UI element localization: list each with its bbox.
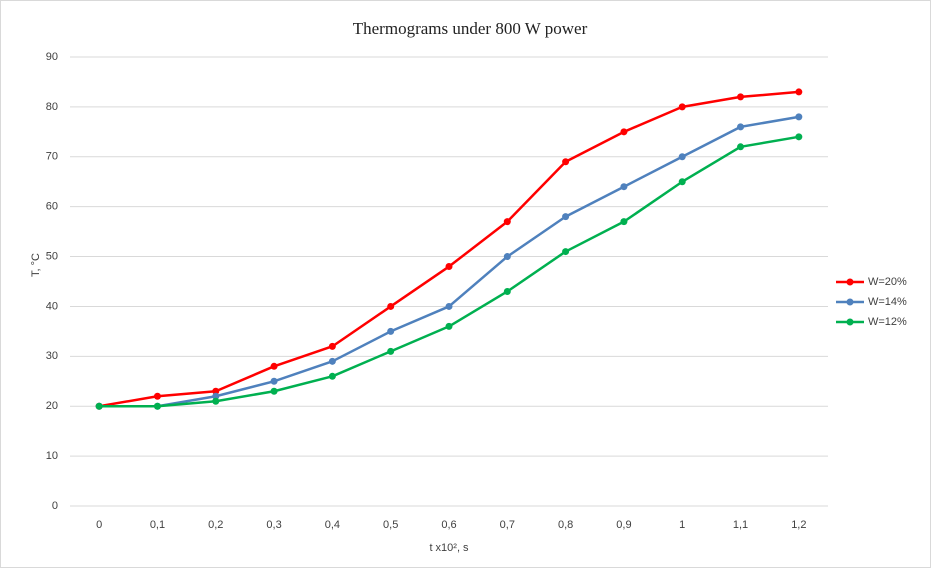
data-point — [95, 402, 103, 410]
y-tick-label: 10 — [46, 450, 58, 462]
data-point — [212, 392, 220, 400]
legend-label: W=14% — [868, 296, 907, 308]
data-point — [678, 153, 686, 161]
data-point — [737, 143, 745, 151]
data-point — [795, 133, 803, 141]
y-tick-label: 30 — [46, 350, 58, 362]
y-tick-label: 70 — [46, 151, 58, 163]
data-point — [562, 248, 570, 256]
data-point — [212, 397, 220, 405]
legend-marker — [846, 318, 854, 326]
data-point — [562, 213, 570, 221]
data-point — [503, 218, 511, 226]
data-point — [620, 128, 628, 136]
chart-title: Thermograms under 800 W power — [353, 19, 588, 38]
legend-marker — [846, 298, 854, 306]
data-point — [445, 263, 453, 271]
x-tick-label: 1,2 — [791, 519, 806, 531]
data-point — [270, 362, 278, 370]
x-tick-label: 0,7 — [500, 519, 515, 531]
x-tick-label: 0,9 — [616, 519, 631, 531]
y-tick-label: 0 — [52, 500, 58, 512]
data-point — [445, 302, 453, 310]
data-point — [445, 322, 453, 330]
y-tick-label: 40 — [46, 300, 58, 312]
data-point — [270, 387, 278, 395]
data-point — [153, 392, 161, 400]
data-point — [620, 218, 628, 226]
data-point — [737, 123, 745, 131]
x-tick-label: 0,1 — [150, 519, 165, 531]
y-tick-label: 50 — [46, 250, 58, 262]
data-point — [678, 178, 686, 186]
x-axis-label: t x10², s — [429, 542, 469, 554]
x-tick-label: 0,2 — [208, 519, 223, 531]
data-point — [387, 327, 395, 335]
data-point — [212, 387, 220, 395]
x-tick-label: 0,6 — [441, 519, 456, 531]
data-point — [737, 93, 745, 101]
data-point — [562, 158, 570, 166]
x-tick-label: 0,4 — [325, 519, 340, 531]
data-point — [328, 372, 336, 380]
x-tick-label: 0 — [96, 519, 102, 531]
data-point — [153, 402, 161, 410]
x-tick-label: 1 — [679, 519, 685, 531]
data-point — [328, 342, 336, 350]
legend-label: W=12% — [868, 316, 907, 328]
y-tick-label: 80 — [46, 101, 58, 113]
data-point — [620, 183, 628, 191]
y-tick-label: 90 — [46, 51, 58, 63]
legend-marker — [846, 278, 854, 286]
data-point — [503, 287, 511, 295]
data-point — [678, 103, 686, 111]
data-point — [387, 302, 395, 310]
data-point — [270, 377, 278, 385]
legend-label: W=20% — [868, 276, 907, 288]
x-tick-label: 0,5 — [383, 519, 398, 531]
y-tick-label: 60 — [46, 201, 58, 213]
data-point — [503, 253, 511, 261]
data-point — [795, 113, 803, 121]
data-point — [387, 347, 395, 355]
x-tick-label: 1,1 — [733, 519, 748, 531]
x-tick-label: 0,8 — [558, 519, 573, 531]
data-point — [795, 88, 803, 96]
data-point — [328, 357, 336, 365]
y-axis-label: T, °C — [30, 253, 42, 277]
y-tick-label: 20 — [46, 400, 58, 412]
x-tick-label: 0,3 — [266, 519, 281, 531]
